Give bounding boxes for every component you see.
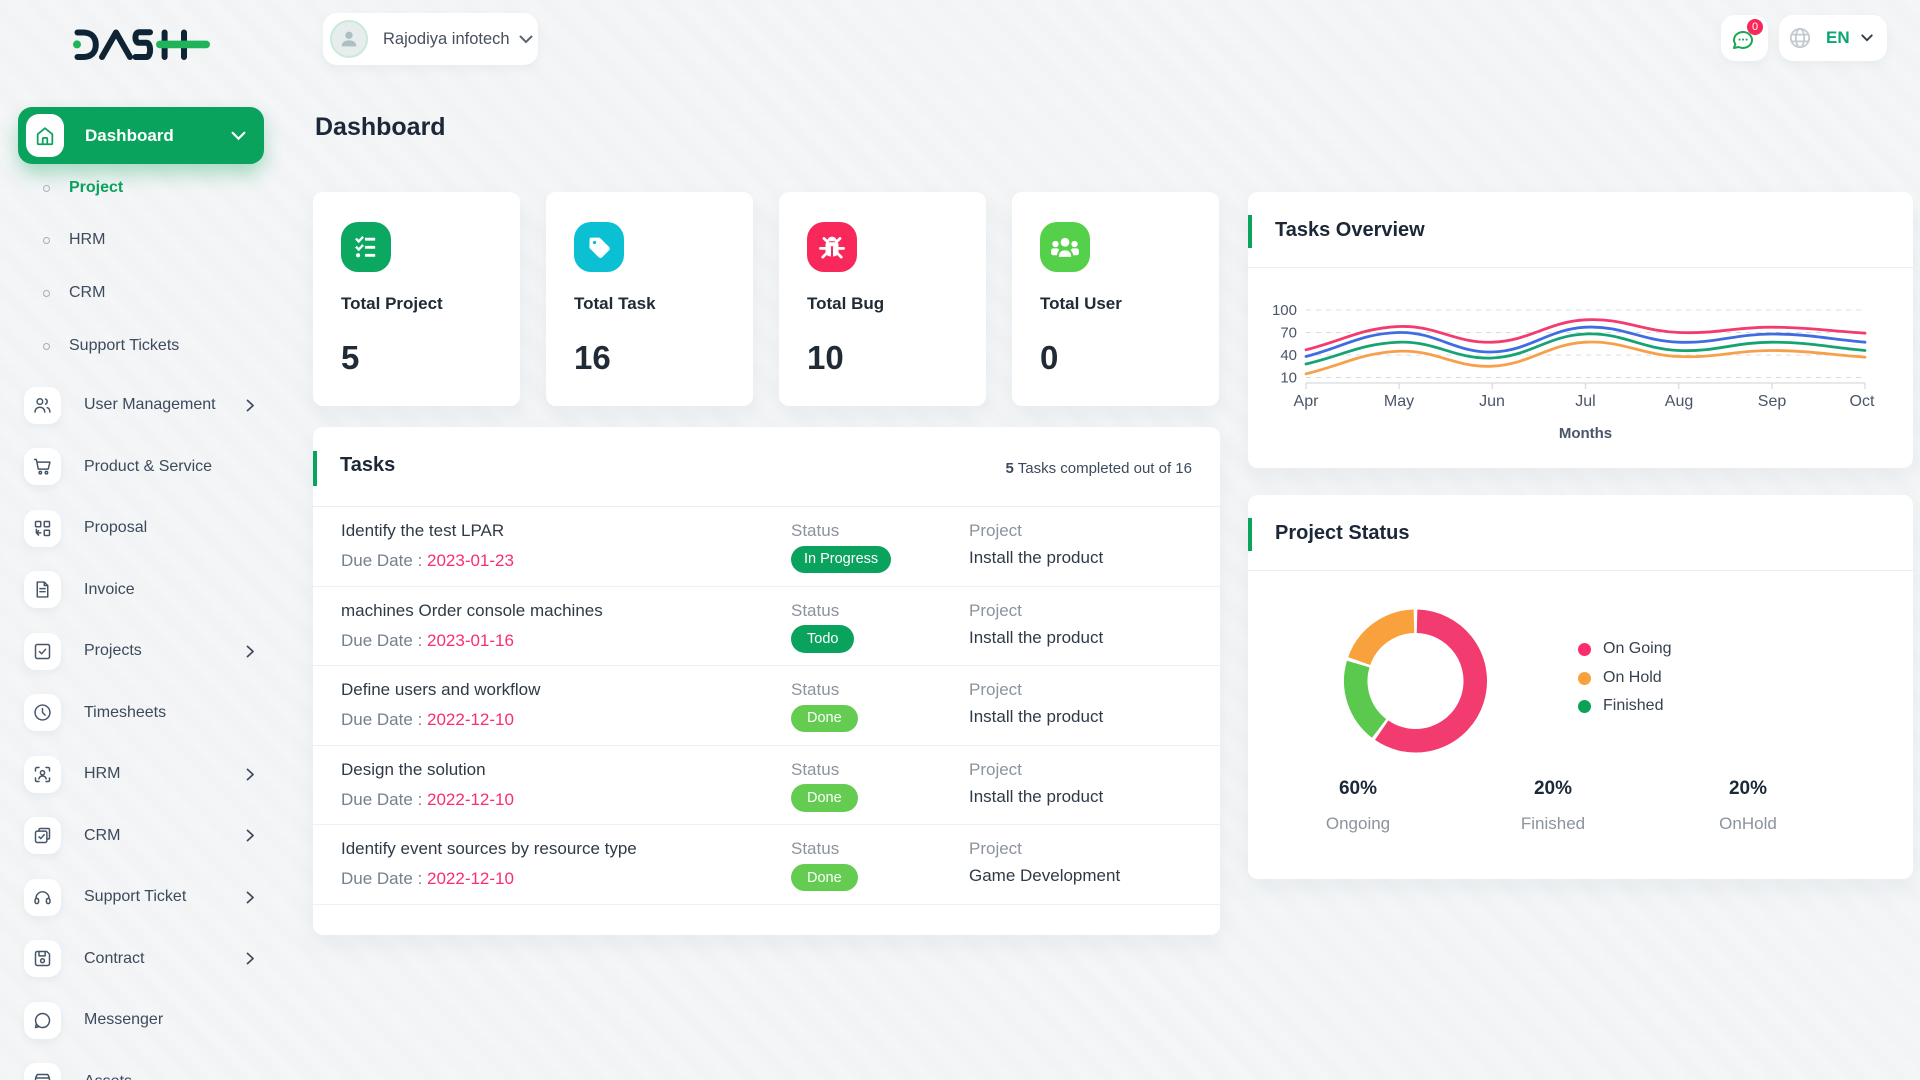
svg-text:Jul: Jul	[1575, 393, 1595, 410]
svg-text:10: 10	[1280, 370, 1297, 387]
svg-text:Aug: Aug	[1665, 393, 1693, 410]
svg-text:40: 40	[1280, 347, 1297, 364]
svg-text:Apr: Apr	[1294, 393, 1320, 410]
svg-text:100: 100	[1272, 302, 1297, 319]
svg-text:Jun: Jun	[1479, 393, 1505, 410]
svg-text:Oct: Oct	[1850, 393, 1875, 410]
svg-text:70: 70	[1280, 325, 1297, 342]
svg-text:Months: Months	[1559, 425, 1612, 442]
svg-text:Sep: Sep	[1758, 393, 1787, 410]
svg-text:May: May	[1384, 393, 1414, 410]
